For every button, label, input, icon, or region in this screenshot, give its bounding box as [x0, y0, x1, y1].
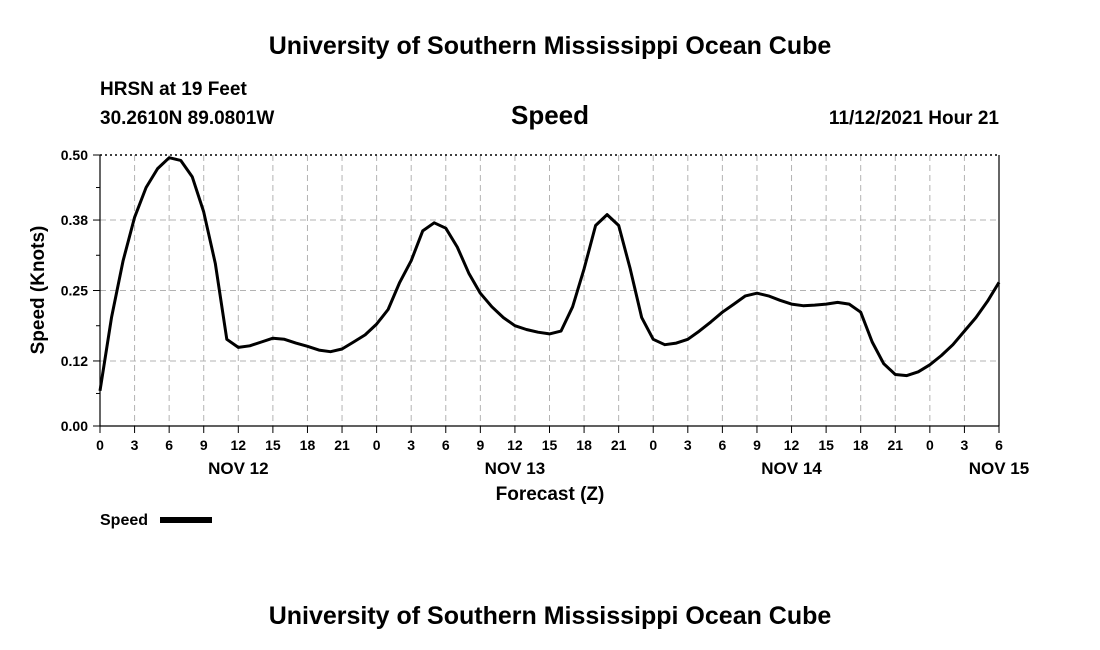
x-tick-label: 9 — [200, 437, 208, 453]
legend: Speed — [100, 512, 212, 529]
x-tick-label: 15 — [265, 437, 281, 453]
x-tick-label: 18 — [576, 437, 592, 453]
y-tick-label: 0.50 — [61, 147, 88, 163]
chart-title: Speed — [511, 100, 589, 130]
x-tick-label: 21 — [611, 437, 627, 453]
x-tick-label: 6 — [718, 437, 726, 453]
x-tick-label: 3 — [407, 437, 415, 453]
day-label: NOV 12 — [208, 459, 268, 478]
x-tick-label: 6 — [442, 437, 450, 453]
x-tick-label: 12 — [231, 437, 247, 453]
x-tick-label: 6 — [165, 437, 173, 453]
page-title: University of Southern Mississippi Ocean… — [269, 32, 832, 60]
series-line-speed — [98, 156, 1001, 392]
station-label: HRSN at 19 Feet — [100, 79, 247, 100]
x-tick-label: 18 — [300, 437, 316, 453]
x-tick-label: 0 — [373, 437, 381, 453]
y-tick-label: 0.25 — [61, 283, 88, 299]
x-tick-label: 12 — [507, 437, 523, 453]
legend-label-speed: Speed — [100, 512, 148, 529]
x-tick-label: 15 — [818, 437, 834, 453]
y-tick-label: 0.00 — [61, 418, 88, 434]
x-tick-label: 3 — [961, 437, 969, 453]
x-tick-label: 21 — [334, 437, 350, 453]
x-tick-label: 0 — [926, 437, 934, 453]
x-tick-label: 0 — [649, 437, 657, 453]
legend-swatch-speed — [160, 517, 212, 523]
day-label: NOV 14 — [761, 459, 822, 478]
y-tick-label: 0.38 — [61, 212, 88, 228]
x-tick-label: 3 — [131, 437, 139, 453]
forecast-datetime: 11/12/2021 Hour 21 — [829, 108, 999, 129]
footer-title: University of Southern Mississippi Ocean… — [269, 602, 832, 630]
y-tick-label: 0.12 — [61, 353, 88, 369]
x-tick-label: 0 — [96, 437, 104, 453]
day-label: NOV 13 — [485, 459, 545, 478]
x-tick-label: 18 — [853, 437, 869, 453]
x-tick-label: 21 — [887, 437, 903, 453]
day-label: NOV 15 — [969, 459, 1029, 478]
x-tick-label: 6 — [995, 437, 1003, 453]
x-tick-label: 15 — [542, 437, 558, 453]
x-tick-label: 9 — [753, 437, 761, 453]
x-tick-label: 9 — [476, 437, 484, 453]
station-coords: 30.2610N 89.0801W — [100, 108, 274, 129]
y-axis-label: Speed (Knots) — [28, 226, 49, 355]
x-tick-label: 12 — [784, 437, 800, 453]
x-tick-label: 3 — [684, 437, 692, 453]
x-axis-label: Forecast (Z) — [496, 484, 605, 505]
